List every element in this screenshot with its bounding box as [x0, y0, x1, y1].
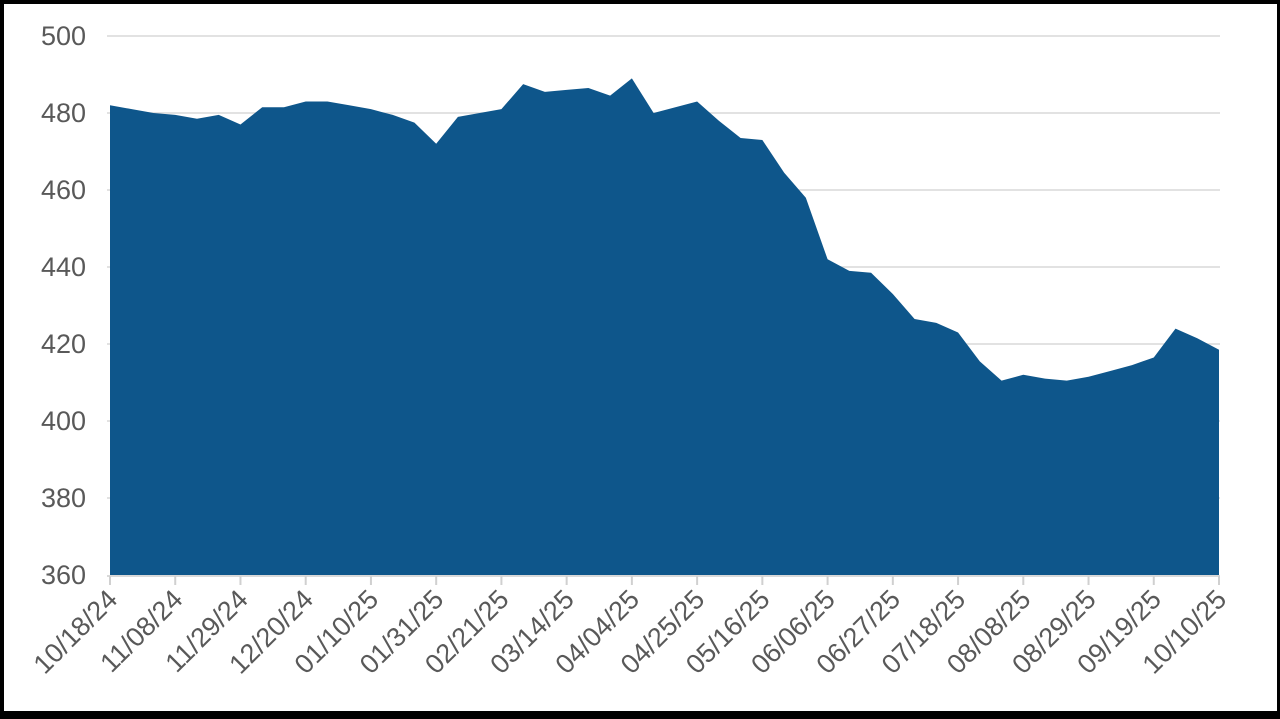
y-axis-label: 400 — [41, 406, 86, 436]
area-series — [110, 78, 1219, 575]
y-axis-label: 380 — [41, 483, 86, 513]
y-axis-label: 440 — [41, 252, 86, 282]
x-axis-labels: 10/18/2411/08/2411/29/2412/20/2401/10/25… — [28, 584, 1233, 680]
y-axis-label: 500 — [41, 21, 86, 51]
y-axis-labels: 360 380 400 420 440 460 480 500 — [41, 21, 86, 590]
y-axis-label: 480 — [41, 98, 86, 128]
area-series-shape — [110, 78, 1219, 575]
y-axis-label: 460 — [41, 175, 86, 205]
y-axis-label: 420 — [41, 329, 86, 359]
y-axis-label: 360 — [41, 560, 86, 590]
x-axis — [107, 575, 1220, 585]
